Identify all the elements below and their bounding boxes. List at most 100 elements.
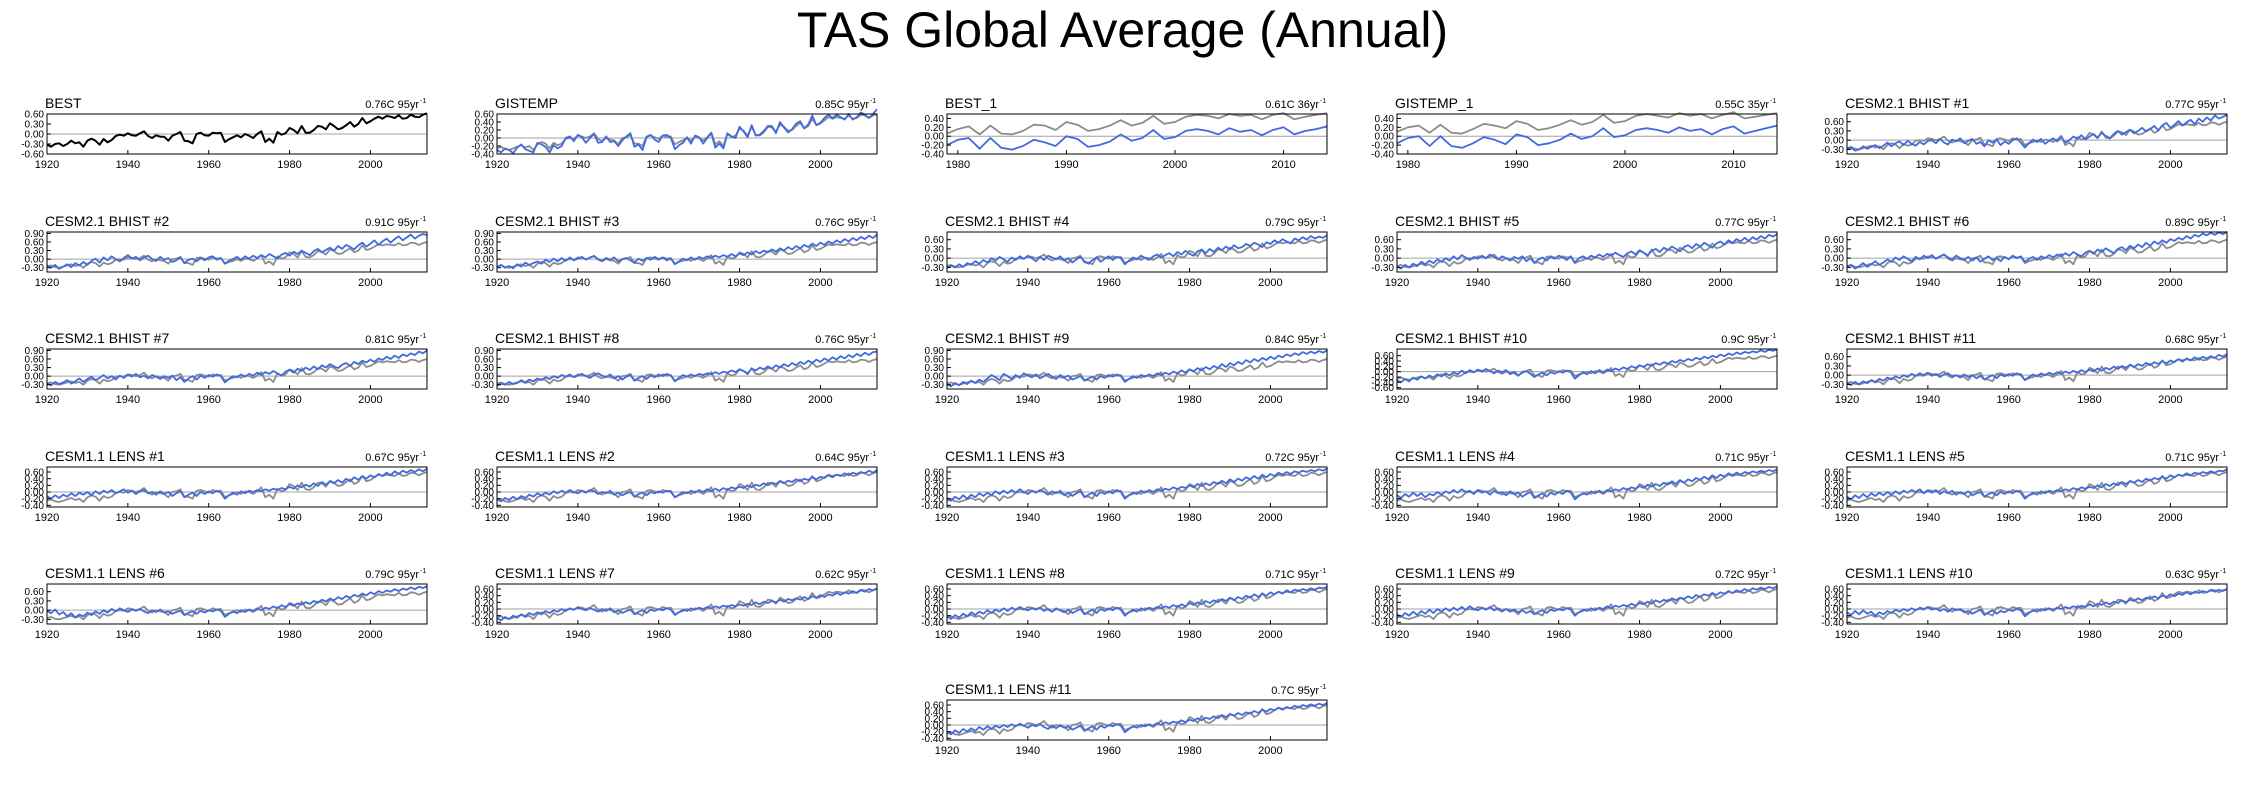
- y-tick-label: 0.00: [1375, 605, 1395, 616]
- x-tick-label: 1940: [116, 512, 140, 524]
- observed-series-line: [496, 358, 878, 386]
- panel-title: CESM2.1 BHIST #5: [1395, 213, 1519, 229]
- plot-frame: [946, 583, 1328, 625]
- y-tick-label: 0.30: [1375, 244, 1395, 255]
- panel-title: CESM2.1 BHIST #6: [1845, 213, 1969, 229]
- chart-panel: CESM2.1 BHIST #8 0.76C 95yr -1 0.900.600.30…: [471, 330, 878, 406]
- y-tick-label: 0.40: [1825, 474, 1845, 485]
- x-tick-label: 1960: [196, 277, 220, 289]
- x-tick-label: 1940: [1016, 629, 1040, 641]
- plot-frame: [496, 231, 878, 273]
- x-tick-label: 1960: [646, 277, 670, 289]
- x-tick-label: 1920: [1835, 394, 1859, 406]
- y-tick-label: 0.40: [925, 591, 945, 602]
- y-tick-label: -0.30: [21, 140, 44, 151]
- trend-label: 0.64C 95yr: [815, 452, 869, 464]
- x-tick-label: 1960: [1996, 394, 2020, 406]
- trend-label: 0.77C 95yr: [1715, 217, 1769, 229]
- panel-title: CESM2.1 BHIST #7: [45, 330, 169, 346]
- panel-title: CESM1.1 LENS #4: [1395, 448, 1515, 464]
- y-tick-label: 0.40: [1375, 357, 1395, 368]
- y-tick-label: 0.60: [475, 238, 495, 249]
- x-tick-label: 2000: [2158, 629, 2182, 641]
- y-tick-label: 0.30: [25, 596, 45, 607]
- x-tick-label: 1920: [1385, 629, 1409, 641]
- x-tick-label: 1960: [1096, 277, 1120, 289]
- observed-series-line: [496, 588, 878, 620]
- x-tick-label: 1960: [1996, 159, 2020, 171]
- x-tick-label: 1980: [277, 277, 301, 289]
- y-tick-label: 0.30: [1825, 361, 1845, 372]
- y-tick-label: 0.30: [925, 244, 945, 255]
- panel-title: CESM2.1 BHIST #4: [945, 213, 1069, 229]
- x-tick-label: 2000: [808, 159, 832, 171]
- x-tick-label: 1980: [1177, 629, 1201, 641]
- y-tick-label: -0.30: [921, 263, 944, 274]
- x-tick-label: 1940: [1016, 277, 1040, 289]
- x-tick-label: 1980: [2077, 159, 2101, 171]
- y-tick-label: 0.00: [475, 488, 495, 499]
- chart-panel: CESM2.1 BHIST #4 0.79C 95yr -1 0.600.300.00…: [921, 213, 1328, 289]
- y-tick-label: 0.00: [925, 254, 945, 265]
- y-tick-label: 0.00: [1375, 254, 1395, 265]
- plot-frame: [1396, 231, 1778, 273]
- observed-series-line: [1396, 588, 1778, 620]
- chart-panel: CESM2.1 BHIST #9 0.84C 95yr -1 0.900.600.30…: [921, 330, 1328, 406]
- y-tick-label: 0.00: [1825, 488, 1845, 499]
- plot-frame: [1846, 348, 2228, 390]
- panel-title: CESM1.1 LENS #6: [45, 565, 165, 581]
- x-tick-label: 1980: [277, 159, 301, 171]
- y-tick-label: 0.20: [25, 481, 45, 492]
- panel-title: GISTEMP_1: [1395, 95, 1474, 111]
- trend-label: 0.89C 95yr: [2165, 217, 2219, 229]
- plot-frame: [496, 583, 878, 625]
- x-tick-label: 1940: [1466, 512, 1490, 524]
- y-tick-label: 0.20: [925, 481, 945, 492]
- y-tick-label: 0.60: [925, 701, 945, 712]
- x-tick-label: 1920: [35, 159, 59, 171]
- x-tick-label: 1960: [646, 394, 670, 406]
- panel-title: CESM1.1 LENS #1: [45, 448, 165, 464]
- x-tick-label: 2000: [2158, 159, 2182, 171]
- x-tick-label: 1980: [2077, 629, 2101, 641]
- model-series-line: [1846, 353, 2228, 386]
- trend-exponent: -1: [2220, 98, 2226, 105]
- y-tick-label: -0.20: [21, 494, 44, 505]
- model-series-line: [496, 233, 878, 270]
- plot-frame: [946, 466, 1328, 508]
- y-tick-label: 0.60: [1825, 352, 1845, 363]
- y-tick-label: 0.60: [475, 355, 495, 366]
- y-tick-label: 0.00: [925, 605, 945, 616]
- y-tick-label: 0.00: [925, 372, 945, 383]
- observed-series-line: [46, 112, 428, 148]
- x-tick-label: 1920: [935, 277, 959, 289]
- chart-panel: CESM1.1 LENS #8 0.71C 95yr -1 0.600.400.200…: [921, 565, 1328, 641]
- x-tick-label: 1960: [1096, 629, 1120, 641]
- x-tick-label: 2000: [1708, 277, 1732, 289]
- y-tick-label: 0.20: [1375, 481, 1395, 492]
- y-tick-label: 0.00: [475, 605, 495, 616]
- plot-frame: [946, 699, 1328, 741]
- model-series-line: [1396, 233, 1778, 270]
- trend-exponent: -1: [2220, 568, 2226, 575]
- observed-series-line: [1846, 120, 2228, 151]
- x-tick-label: 1980: [727, 629, 751, 641]
- model-series-line: [1846, 114, 2228, 152]
- model-series-line: [46, 467, 428, 500]
- x-tick-label: 2000: [1708, 512, 1732, 524]
- y-tick-label: -0.30: [471, 380, 494, 391]
- page-title: TAS Global Average (Annual): [796, 2, 1449, 58]
- x-tick-label: 1920: [485, 394, 509, 406]
- x-tick-label: 1940: [566, 629, 590, 641]
- trend-label: 0.81C 95yr: [365, 334, 419, 346]
- x-tick-label: 1940: [116, 629, 140, 641]
- trend-label: 0.55C 35yr: [1715, 99, 1769, 111]
- x-tick-label: 1960: [1096, 512, 1120, 524]
- y-tick-label: 0.30: [475, 363, 495, 374]
- y-tick-label: 0.60: [475, 468, 495, 479]
- trend-exponent: -1: [870, 568, 876, 575]
- y-tick-label: 0.00: [925, 488, 945, 499]
- trend-label: 0.72C 95yr: [1265, 452, 1319, 464]
- trend-exponent: -1: [1320, 216, 1326, 223]
- x-tick-label: 1960: [1996, 512, 2020, 524]
